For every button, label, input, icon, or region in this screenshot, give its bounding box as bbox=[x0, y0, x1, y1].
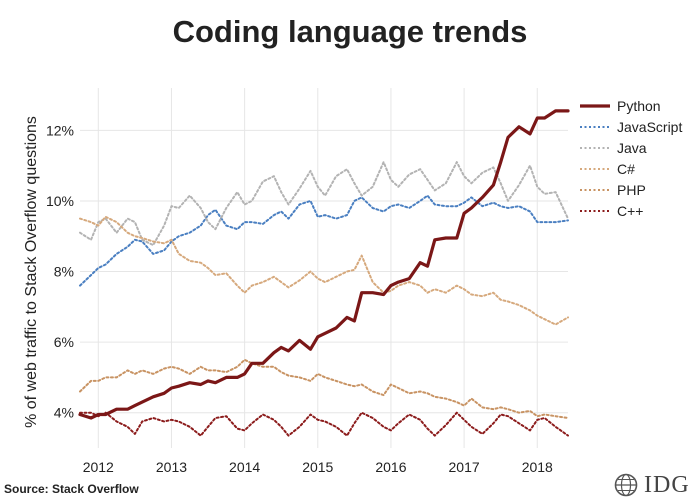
x-tick-label: 2016 bbox=[375, 459, 406, 475]
axes: 2012 2013 2014 2015 2016 2017 2018 4% 6% 8% 10% 12% bbox=[46, 122, 553, 475]
legend-label: C# bbox=[617, 161, 635, 177]
legend-label: C++ bbox=[617, 203, 643, 219]
legend-item: Python bbox=[580, 98, 661, 114]
legend-label: PHP bbox=[617, 182, 646, 198]
brand-name: IDG bbox=[644, 472, 690, 498]
y-tick-label: 10% bbox=[46, 193, 74, 209]
legend-item: PHP bbox=[580, 182, 646, 198]
legend-item: JavaScript bbox=[580, 119, 682, 135]
series-line-c bbox=[79, 411, 569, 437]
legend-label: JavaScript bbox=[617, 119, 682, 135]
legend-label: Java bbox=[617, 140, 647, 156]
x-tick-label: 2015 bbox=[302, 459, 333, 475]
legend-item: Java bbox=[580, 140, 647, 156]
y-tick-label: 4% bbox=[54, 405, 74, 421]
series-line-php bbox=[79, 358, 569, 419]
y-axis-label: % of web traffic to Stack Overflow quest… bbox=[23, 116, 40, 428]
series-lines bbox=[78, 109, 570, 437]
y-tick-label: 12% bbox=[46, 122, 74, 138]
x-tick-label: 2018 bbox=[522, 459, 553, 475]
x-tick-label: 2012 bbox=[83, 459, 114, 475]
y-tick-label: 8% bbox=[54, 264, 74, 280]
legend-item: C# bbox=[580, 161, 635, 177]
legend: Python JavaScript Java C# PHP C++ bbox=[580, 98, 682, 219]
legend-item: C++ bbox=[580, 203, 643, 219]
grid bbox=[80, 88, 568, 448]
source-note: Source: Stack Overflow bbox=[4, 482, 139, 496]
series-line-python bbox=[78, 109, 570, 420]
globe-icon bbox=[614, 473, 638, 497]
series-line-c bbox=[79, 215, 569, 326]
y-tick-label: 6% bbox=[54, 334, 74, 350]
x-tick-label: 2017 bbox=[449, 459, 480, 475]
series-line-javascript bbox=[79, 194, 569, 287]
chart-title: Coding language trends bbox=[172, 14, 528, 49]
x-tick-label: 2014 bbox=[229, 459, 260, 475]
x-tick-label: 2013 bbox=[156, 459, 187, 475]
series-line-java bbox=[79, 161, 569, 247]
legend-label: Python bbox=[617, 98, 661, 114]
